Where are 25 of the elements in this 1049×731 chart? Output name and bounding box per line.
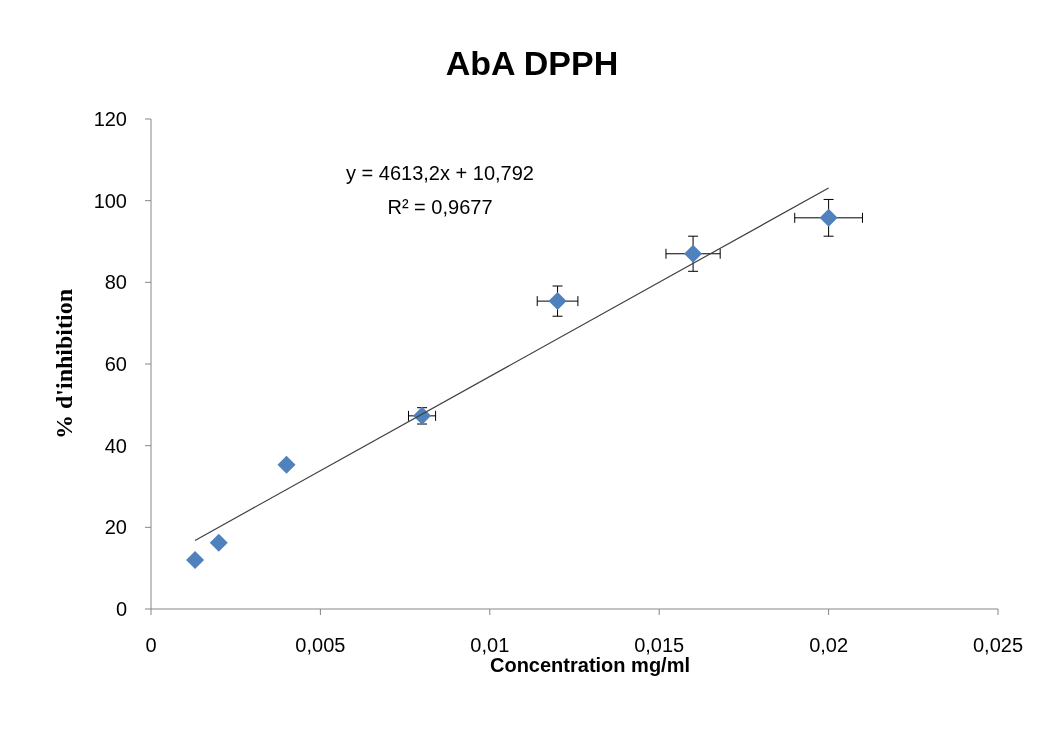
point xyxy=(186,551,205,569)
x-tick-label: 0,02 xyxy=(809,634,849,656)
x-tick-label: 0,015 xyxy=(634,634,685,656)
y-tick-label: 60 xyxy=(104,353,127,375)
x-tick-label: 0,025 xyxy=(972,634,1024,656)
point xyxy=(209,533,228,552)
x-axis-title: Concentration mg/ml xyxy=(489,654,691,676)
x-tick-label: 0,01 xyxy=(470,634,510,656)
y-tick-label: 0 xyxy=(115,598,127,620)
annotation: y = 4613,2x + 10,792 xyxy=(346,162,534,184)
y-tick-label: 80 xyxy=(104,271,127,294)
point xyxy=(684,244,703,263)
point xyxy=(819,208,838,227)
point xyxy=(413,406,432,425)
y-tick-label: 120 xyxy=(93,108,127,130)
y-tick-label: 40 xyxy=(104,434,127,457)
y-axis-title: % d'inhibition xyxy=(51,288,77,440)
chart-title: AbA DPPH xyxy=(445,44,619,82)
point xyxy=(548,292,567,311)
annotation: R² = 0,9677 xyxy=(387,196,493,218)
x-tick-label: 0,005 xyxy=(295,634,346,656)
y-tick-label: 20 xyxy=(104,516,127,539)
x-tick-label: 0 xyxy=(145,634,157,656)
y-tick-label: 100 xyxy=(93,189,127,212)
point xyxy=(277,455,296,474)
